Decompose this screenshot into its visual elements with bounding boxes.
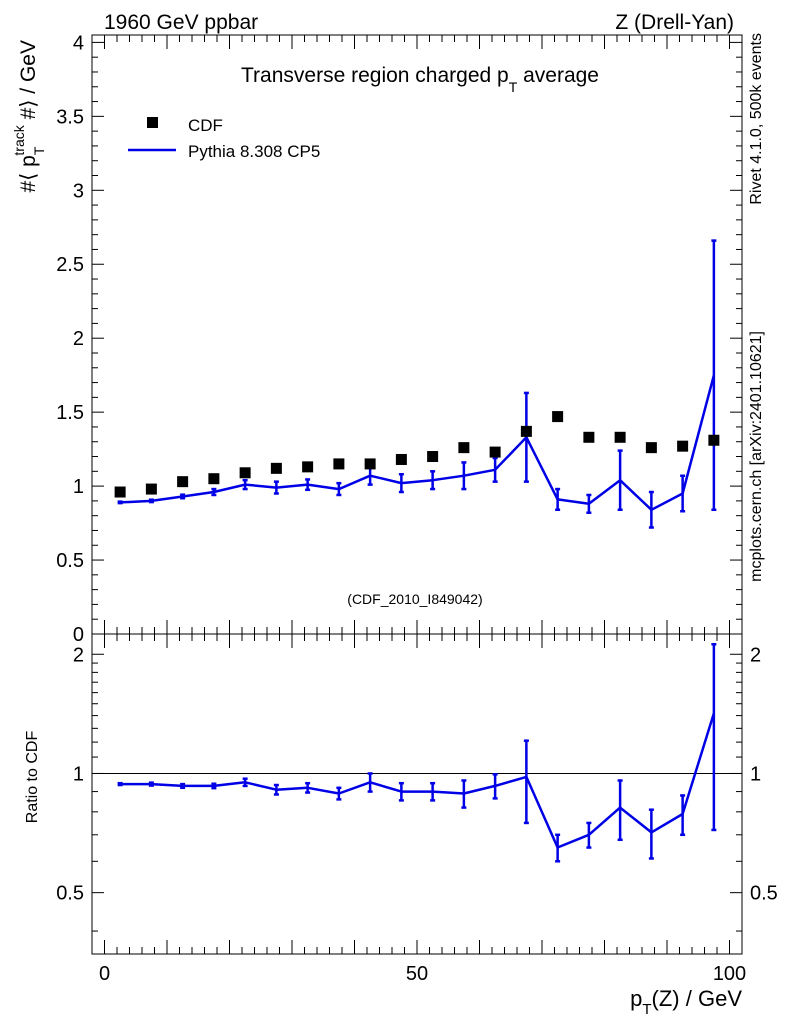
- cdf-data-point: [427, 451, 439, 463]
- ratio-y-tick-label-right: 2: [750, 644, 761, 666]
- header-right-label: Z (Drell-Yan): [615, 11, 734, 34]
- ratio-plot-frame: [91, 633, 743, 955]
- cdf-data-point: [458, 442, 470, 454]
- main-y-tick-label: 2.5: [56, 254, 84, 276]
- legend-mc-label: Pythia 8.308 CP5: [188, 142, 320, 161]
- cdf-data-point: [145, 483, 157, 495]
- ratio-y-tick-label-right: 1: [750, 763, 761, 785]
- main-y-tick-label: 3: [73, 180, 84, 202]
- cdf-data-point: [270, 462, 282, 474]
- analysis-id-annotation: (CDF_2010_I849042): [347, 591, 482, 607]
- x-tick-label: 50: [406, 963, 428, 985]
- x-tick-label: 100: [713, 963, 746, 985]
- cdf-data-point: [552, 411, 564, 423]
- main-y-axis-label: #⟨ pTtrack #⟩ / GeV: [11, 40, 47, 193]
- main-y-tick-label: 0.5: [56, 550, 84, 572]
- cdf-data-point: [364, 458, 376, 470]
- mcplots-label: mcplots.cern.ch [arXiv:2401.10621]: [748, 331, 765, 582]
- main-y-tick-label: 3.5: [56, 106, 84, 128]
- cdf-data-point: [645, 442, 657, 454]
- ratio-y-tick-label-left: 1: [73, 763, 84, 785]
- ratio-y-tick-label-left: 0.5: [56, 883, 84, 905]
- x-axis-label: pT(Z) / GeV: [630, 986, 742, 1018]
- ratio-y-tick-label-left: 2: [73, 644, 84, 666]
- cdf-data-point: [708, 434, 720, 446]
- cdf-data-point: [177, 476, 189, 488]
- cdf-data-point: [333, 458, 345, 470]
- header-left-label: 1960 GeV ppbar: [104, 11, 258, 34]
- legend-cdf-marker: [147, 117, 158, 128]
- cdf-data-point: [302, 461, 314, 473]
- cdf-data-point: [520, 425, 532, 437]
- cdf-data-point: [239, 467, 251, 479]
- ratio-y-axis-label: Ratio to CDF: [24, 731, 41, 824]
- cdf-data-point: [395, 453, 407, 465]
- main-y-tick-label: 1: [73, 476, 84, 498]
- rivet-version-label: Rivet 4.1.0, 500k events: [748, 33, 765, 205]
- ratio-y-tick-label-right: 0.5: [750, 883, 778, 905]
- x-tick-label: 0: [99, 963, 110, 985]
- cdf-data-point: [489, 446, 501, 458]
- cdf-data-point: [677, 440, 689, 452]
- main-y-tick-label: 0: [73, 624, 84, 646]
- main-y-tick-label: 2: [73, 328, 84, 350]
- cdf-data-point: [208, 473, 220, 485]
- ratio-series-line: [120, 712, 716, 849]
- main-y-tick-label: 1.5: [56, 402, 84, 424]
- mc-series-line: [120, 374, 716, 512]
- cdf-data-point: [614, 431, 626, 443]
- chart-title: Transverse region charged pT average: [241, 64, 599, 95]
- main-y-tick-label: 4: [73, 32, 84, 54]
- legend-cdf-label: CDF: [188, 116, 223, 135]
- cdf-data-point: [583, 431, 595, 443]
- cdf-data-point: [114, 486, 126, 498]
